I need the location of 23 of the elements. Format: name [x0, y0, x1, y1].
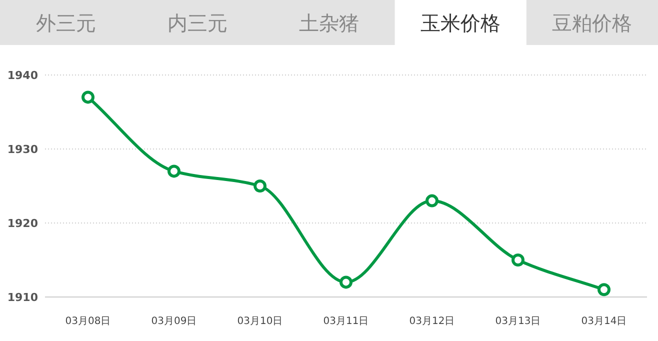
text: 土杂猪: [299, 11, 359, 35]
x-tick-label: 03月14日: [581, 316, 627, 327]
x-tick-label: 03月10日: [237, 316, 283, 327]
point: [82, 90, 94, 104]
y-tick-label: 1920: [7, 217, 38, 230]
text: 内三元: [167, 11, 228, 35]
point: [340, 276, 352, 289]
chart-title: 玉米价格: [420, 11, 501, 35]
y-tick-label: 1930: [7, 143, 38, 156]
y-tick-label: 1910: [7, 291, 38, 304]
x-tick-label: 03月12日: [409, 316, 455, 327]
x-tick-label: 03月08日: [65, 316, 111, 327]
x-tick-label: 03月11日: [323, 316, 369, 327]
point: [168, 164, 180, 178]
x-tick-label: 03月13日: [495, 316, 541, 327]
text: 外三元: [36, 11, 96, 35]
y-tick-label: 1940: [7, 69, 38, 82]
point: [512, 254, 524, 266]
text: 豆粕价格: [552, 11, 632, 35]
x-tick-label: 03月09日: [151, 316, 197, 327]
point: [426, 194, 438, 208]
point: [254, 180, 266, 192]
point: [598, 283, 610, 296]
